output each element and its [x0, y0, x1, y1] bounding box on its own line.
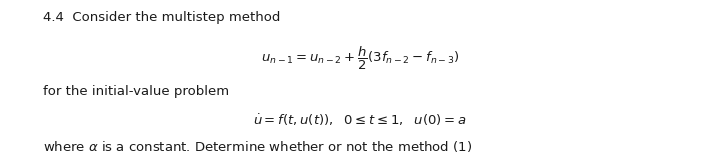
- Text: 4.4  Consider the multistep method: 4.4 Consider the multistep method: [43, 11, 281, 24]
- Text: $u_{n-1} = u_{n-2} + \dfrac{h}{2}(3f_{n-2} - f_{n-3})$: $u_{n-1} = u_{n-2} + \dfrac{h}{2}(3f_{n-…: [261, 45, 459, 72]
- Text: $\dot{u} = f(t, u(t)),\ \ 0 \leq t \leq 1,\ \ u(0) = a$: $\dot{u} = f(t, u(t)),\ \ 0 \leq t \leq …: [253, 112, 467, 128]
- Text: where $\alpha$ is a constant. Determine whether or not the method (1): where $\alpha$ is a constant. Determine …: [43, 139, 472, 154]
- Text: for the initial-value problem: for the initial-value problem: [43, 85, 230, 98]
